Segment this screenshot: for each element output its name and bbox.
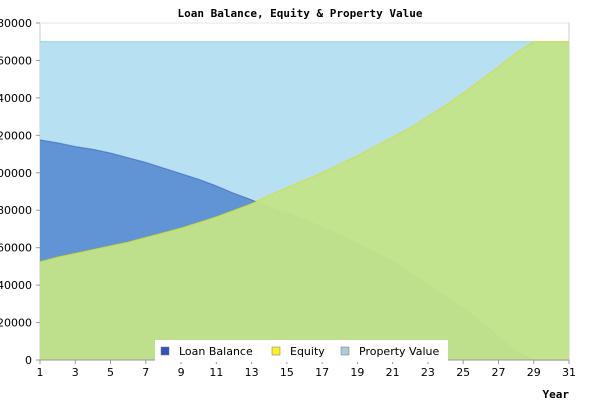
y-tick-label: 40000 bbox=[0, 279, 32, 292]
x-tick-label: 23 bbox=[421, 366, 435, 379]
x-tick-label: 1 bbox=[37, 366, 44, 379]
y-tick-label: 120000 bbox=[0, 129, 32, 142]
y-tick-label: 100000 bbox=[0, 167, 32, 180]
y-tick-label: 160000 bbox=[0, 54, 32, 67]
y-tick-label: 60000 bbox=[0, 242, 32, 255]
x-tick-label: 11 bbox=[209, 366, 223, 379]
x-tick-label: 29 bbox=[527, 366, 541, 379]
x-tick-label: 15 bbox=[280, 366, 294, 379]
legend-swatch-loan-balance bbox=[160, 346, 170, 356]
x-tick-label: 21 bbox=[386, 366, 400, 379]
x-tick-label: 3 bbox=[72, 366, 79, 379]
chart-title: Loan Balance, Equity & Property Value bbox=[177, 7, 422, 20]
x-axis: 1 3 5 7 9 11 13 15 17 19 21 23 25 27 29 31 bbox=[37, 359, 576, 379]
y-tick-label: 140000 bbox=[0, 92, 32, 105]
legend-label-equity: Equity bbox=[290, 345, 325, 358]
y-tick-label: 0 bbox=[25, 354, 32, 367]
legend-swatch-equity bbox=[271, 346, 281, 356]
x-tick-label: 9 bbox=[178, 366, 185, 379]
legend-swatch-property-value bbox=[340, 346, 350, 356]
x-tick-label: 31 bbox=[562, 366, 576, 379]
x-axis-title: Year bbox=[543, 388, 570, 400]
legend-label-loan-balance: Loan Balance bbox=[179, 345, 253, 358]
x-tick-label: 5 bbox=[107, 366, 114, 379]
legend: Loan Balance Equity Property Value bbox=[155, 340, 448, 362]
y-tick-label: 20000 bbox=[0, 317, 32, 330]
equity-area bbox=[40, 41, 569, 360]
x-tick-label: 7 bbox=[142, 366, 149, 379]
x-tick-label: 27 bbox=[491, 366, 505, 379]
x-tick-label: 19 bbox=[350, 366, 364, 379]
y-tick-label: 180000 bbox=[0, 17, 32, 30]
legend-label-property-value: Property Value bbox=[359, 345, 439, 358]
x-tick-label: 13 bbox=[245, 366, 259, 379]
legend-box bbox=[155, 340, 448, 362]
plot-area bbox=[39, 22, 570, 361]
y-tick-label: 80000 bbox=[0, 204, 32, 217]
x-tick-label: 17 bbox=[315, 366, 329, 379]
y-axis: 0 20000 40000 60000 80000 100000 120000 140000 1… bbox=[0, 17, 40, 367]
x-tick-label: 25 bbox=[456, 366, 470, 379]
equity-line bbox=[39, 41, 569, 263]
